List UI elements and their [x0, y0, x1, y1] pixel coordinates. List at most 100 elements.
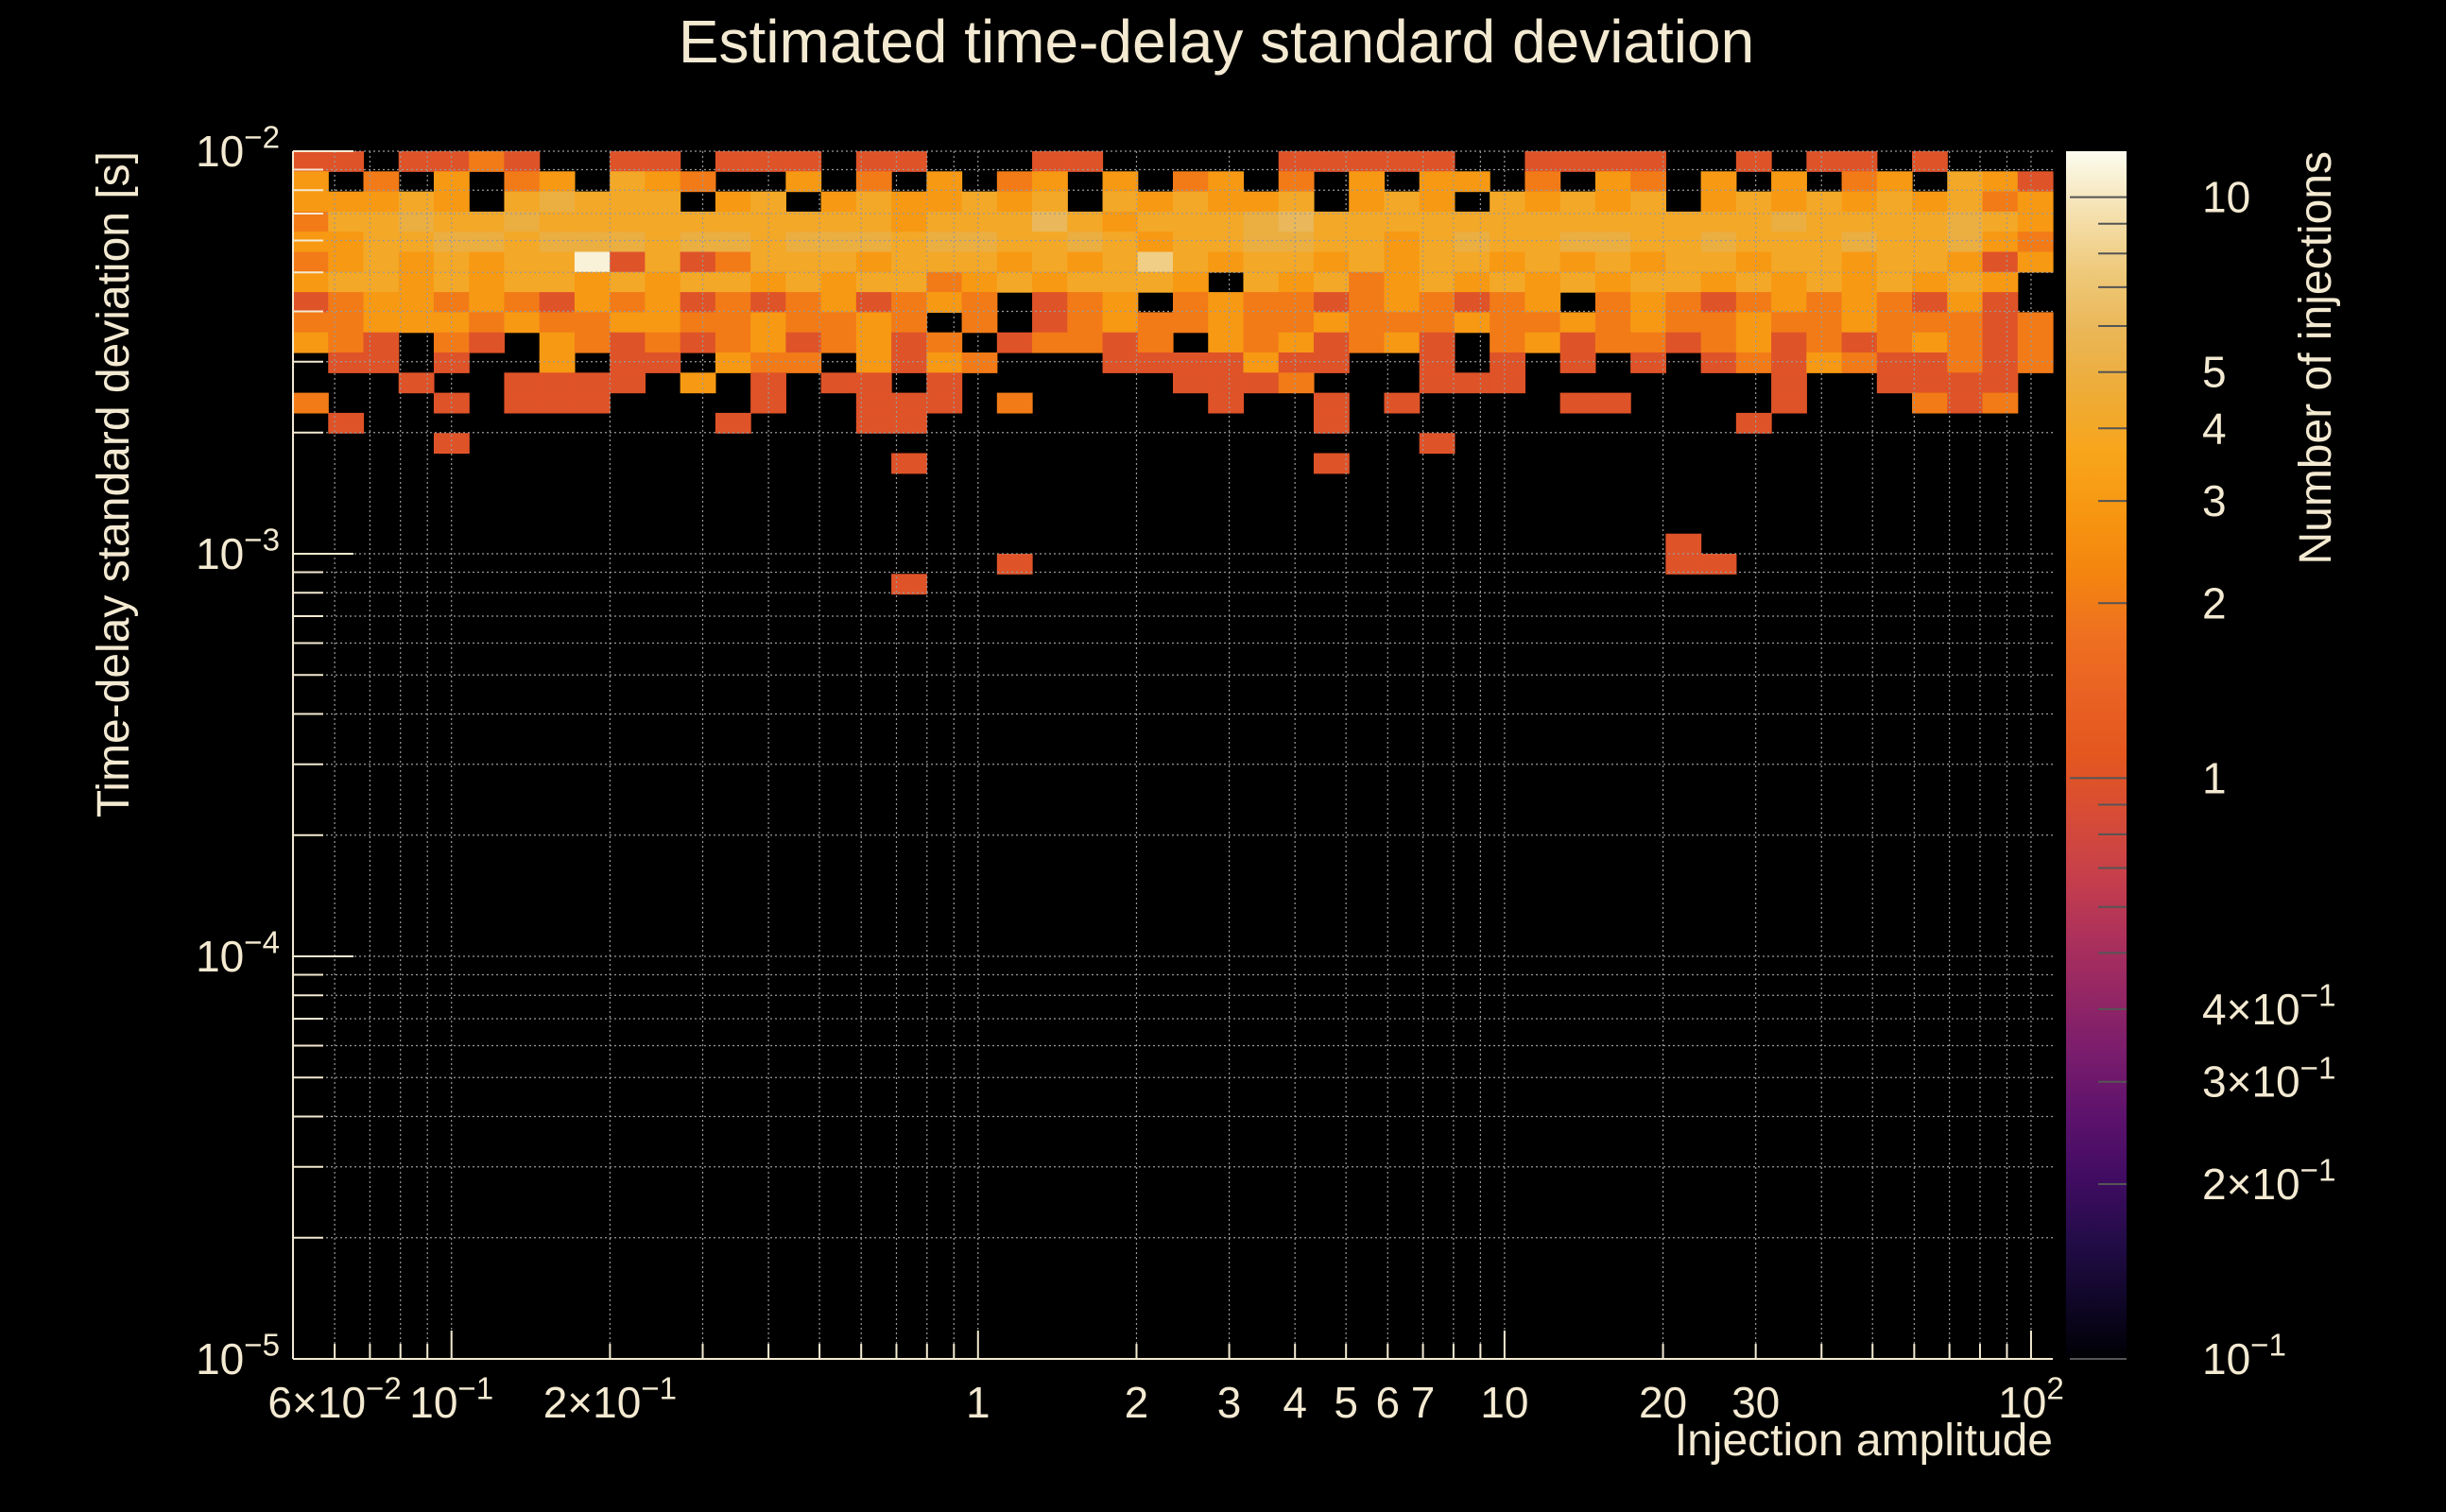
- heatmap-cell: [1630, 292, 1666, 313]
- heatmap-cell: [1137, 332, 1174, 353]
- x-tick-label: 10−1: [409, 1372, 493, 1427]
- heatmap-cell: [328, 251, 365, 273]
- heatmap-cell: [1102, 171, 1139, 193]
- heatmap-cell: [574, 292, 611, 313]
- heatmap-cell: [680, 251, 716, 273]
- y-axis-label: Time-delay standard deviation [s]: [89, 151, 139, 817]
- heatmap-cell: [680, 372, 716, 394]
- heatmap-cell: [610, 171, 646, 193]
- heatmap-cell: [785, 292, 822, 313]
- x-tick-label: 2: [1125, 1378, 1149, 1427]
- heatmap-cell: [1032, 211, 1068, 232]
- heatmap-cell: [1490, 191, 1525, 213]
- heatmap-cell: [996, 191, 1033, 213]
- heatmap-cell: [1771, 372, 1807, 394]
- heatmap-cell: [1700, 554, 1737, 575]
- heatmap-cell: [961, 211, 998, 232]
- heatmap-cell: [539, 251, 576, 273]
- heatmap-cell: [1912, 332, 1948, 353]
- heatmap-cell: [1454, 271, 1490, 293]
- heatmap-cell: [715, 312, 751, 334]
- heatmap-cell: [1700, 271, 1737, 293]
- heatmap-cell: [610, 151, 646, 172]
- heatmap-cell: [1912, 392, 1948, 414]
- heatmap-cell: [1630, 271, 1666, 293]
- heatmap-cell: [1594, 271, 1631, 293]
- heatmap-cell: [750, 332, 786, 353]
- heatmap-cell: [1313, 352, 1350, 373]
- heatmap-cell: [1559, 332, 1596, 353]
- heatmap-cell: [1735, 232, 1772, 253]
- heatmap-cell: [398, 271, 435, 293]
- heatmap-cell: [645, 271, 681, 293]
- heatmap-cell: [1594, 151, 1631, 172]
- heatmap-cell: [1419, 271, 1456, 293]
- heatmap-cell: [1243, 292, 1280, 313]
- heatmap-cell: [1208, 211, 1245, 232]
- heatmap-cell: [504, 271, 541, 293]
- heatmap-cell: [891, 292, 927, 313]
- heatmap-cell: [926, 392, 963, 414]
- heatmap-cell: [539, 292, 576, 313]
- heatmap-cell: [996, 554, 1033, 575]
- heatmap-cell: [1032, 232, 1068, 253]
- z-tick-label: 3: [2202, 476, 2227, 525]
- heatmap-cell: [1630, 211, 1666, 232]
- heatmap-cell: [645, 171, 681, 193]
- heatmap-cell: [1208, 191, 1245, 213]
- heatmap-cell: [1032, 171, 1068, 193]
- heatmap-cell: [1912, 271, 1948, 293]
- y-tick-label: 10−5: [196, 1329, 280, 1383]
- heatmap-cell: [363, 312, 400, 334]
- heatmap-cell: [1947, 171, 1984, 193]
- heatmap-cell: [855, 412, 892, 434]
- heatmap-cell: [469, 312, 506, 334]
- heatmap-cell: [1771, 312, 1807, 334]
- heatmap-cell: [293, 392, 329, 414]
- heatmap-cell: [398, 312, 435, 334]
- x-tick-label: 6×10−2: [267, 1372, 401, 1427]
- heatmap-cell: [1419, 352, 1456, 373]
- heatmap-cell: [1173, 312, 1209, 334]
- heatmap-cell: [1982, 211, 2019, 232]
- heatmap-cell: [398, 251, 435, 273]
- heatmap-cell: [1841, 312, 1878, 334]
- heatmap-cell: [1947, 352, 1984, 373]
- heatmap-cell: [1947, 312, 1984, 334]
- heatmap-cell: [1313, 312, 1350, 334]
- z-tick-label: 5: [2202, 348, 2227, 397]
- heatmap-cell: [961, 191, 998, 213]
- heatmap-cell: [1349, 332, 1386, 353]
- heatmap-cell: [1524, 332, 1561, 353]
- heatmap-cell: [961, 271, 998, 293]
- heatmap-cell: [1559, 312, 1596, 334]
- color-bar-gradient: [2066, 151, 2127, 1359]
- z-tick-label: 3×10−1: [2202, 1051, 2335, 1106]
- heatmap-cell: [1208, 251, 1245, 273]
- heatmap-cell: [363, 232, 400, 253]
- heatmap-cell: [1982, 271, 2019, 293]
- x-axis-label: Injection amplitude: [1675, 1416, 2053, 1466]
- heatmap-cell: [1947, 211, 1984, 232]
- heatmap-cell: [785, 232, 822, 253]
- heatmap-cell: [1841, 251, 1878, 273]
- heatmap-cell: [1243, 251, 1280, 273]
- heatmap-cell: [645, 232, 681, 253]
- heatmap-cell: [1278, 332, 1315, 353]
- heatmap-cell: [363, 292, 400, 313]
- heatmap-cell: [1594, 232, 1631, 253]
- heatmap-cell: [574, 191, 611, 213]
- heatmap-cell: [328, 232, 365, 253]
- heatmap-cell: [926, 372, 963, 394]
- heatmap-cell: [433, 191, 470, 213]
- heatmap-cell: [1947, 232, 1984, 253]
- heatmap-cell: [433, 271, 470, 293]
- heatmap-cell: [1313, 151, 1350, 172]
- heatmap-cell: [469, 292, 506, 313]
- heatmap-cell: [926, 191, 963, 213]
- axes-frame: [292, 150, 2053, 1360]
- heatmap-cell: [1559, 232, 1596, 253]
- z-tick-label: 4×10−1: [2202, 979, 2335, 1034]
- heatmap-cell: [926, 271, 963, 293]
